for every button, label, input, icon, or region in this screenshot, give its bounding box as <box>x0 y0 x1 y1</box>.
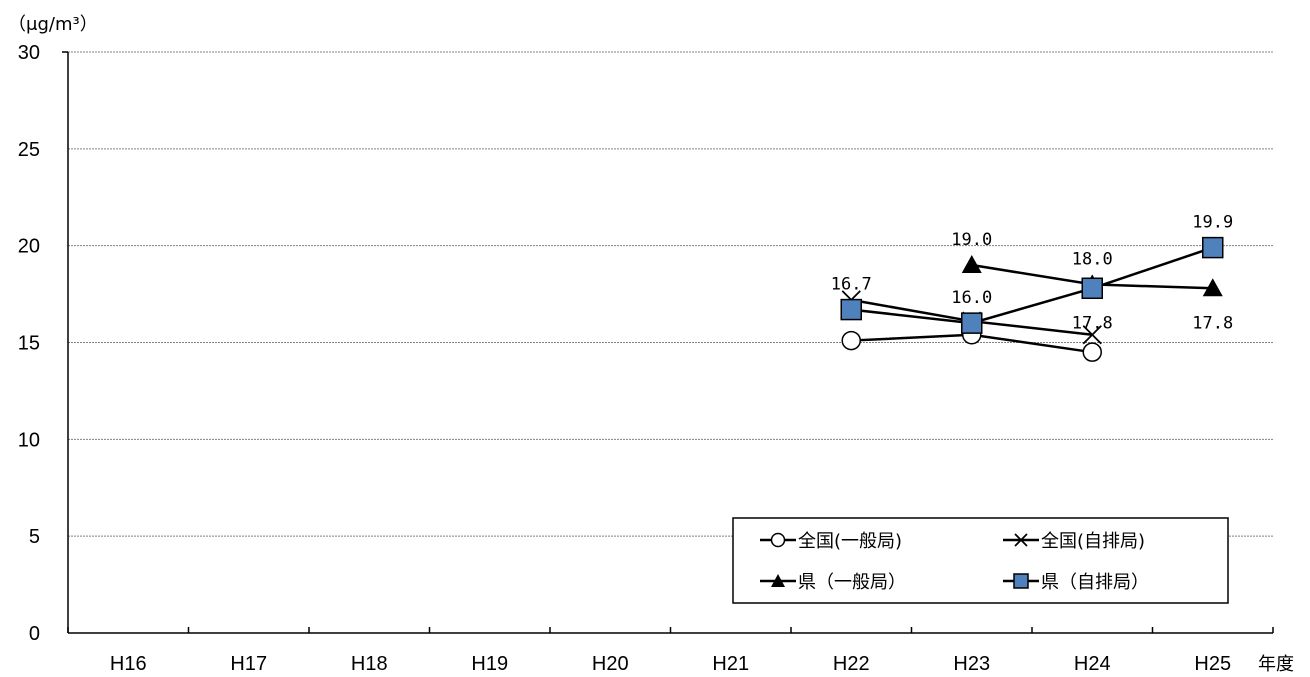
x-tick-label: H24 <box>1074 653 1111 675</box>
data-point <box>961 312 983 334</box>
legend-entry: 県（一般局） <box>760 572 906 593</box>
axes <box>62 51 1274 634</box>
data-point <box>961 255 982 274</box>
series-4 <box>840 236 1224 334</box>
y-tick-label: 25 <box>18 139 40 161</box>
y-tick-labels: 0 5 10 15 20 25 30 <box>18 42 40 645</box>
legend-marker <box>770 532 786 548</box>
legend-label: 県（一般局） <box>798 572 906 593</box>
series-line <box>851 246 1214 325</box>
y-tick-label: 10 <box>18 429 40 451</box>
x-tick-label: H16 <box>110 653 147 675</box>
legend-x-stroke <box>1014 533 1028 547</box>
data-point <box>1202 278 1223 297</box>
data-label: 19.9 <box>1192 213 1233 233</box>
data-point <box>840 298 862 321</box>
x-tick-label: H23 <box>953 653 990 675</box>
x-tick-label: H20 <box>592 653 629 675</box>
data-point <box>1081 277 1103 300</box>
legend-square-marker <box>1013 573 1029 589</box>
data-label: 17.8 <box>1072 313 1113 333</box>
data-label: 16.0 <box>951 288 992 308</box>
legend-triangle-marker <box>771 574 785 587</box>
x-tick-label: H18 <box>351 653 388 675</box>
data-point <box>1202 236 1224 259</box>
x-tick-label: H21 <box>712 653 749 675</box>
legend-entry: 全国(一般局) <box>760 531 902 552</box>
data-label: 16.7 <box>831 275 872 295</box>
x-tick-label: H22 <box>833 653 870 675</box>
y-axis-unit-label: （μg/m³） <box>8 14 98 35</box>
x-tick-labels: H16 H17 H18 H19 H20 H21 H22 H23 H24 H25 <box>110 653 1231 675</box>
data-label: 19.0 <box>951 230 992 250</box>
x-tick-label: H17 <box>230 653 267 675</box>
data-point <box>1082 325 1102 345</box>
legend-label: 県（自排局） <box>1041 572 1149 593</box>
y-tick-label: 20 <box>18 236 40 258</box>
y-tick-label: 30 <box>18 42 40 64</box>
data-label: 17.8 <box>1192 313 1233 333</box>
legend-entry: 県（自排局） <box>1003 572 1149 593</box>
y-tick-label: 0 <box>29 623 40 645</box>
data-point <box>1082 342 1102 362</box>
x-axis-unit-label: 年度 <box>1258 654 1294 675</box>
legend-circle-marker <box>770 532 786 548</box>
x-tick-label: H19 <box>471 653 508 675</box>
series-layer <box>840 236 1224 362</box>
legend-entry: 全国(自排局) <box>1003 531 1145 552</box>
legend-marker <box>1014 533 1028 547</box>
legend: 全国(一般局) 全国(自排局) 県（一般局） 県（自排局） <box>732 517 1229 604</box>
series-1 <box>841 325 1102 362</box>
y-tick-label: 5 <box>29 526 40 548</box>
x-marker-stroke <box>1082 325 1102 345</box>
data-point <box>841 330 861 351</box>
data-labels: 16.7 16.0 19.0 18.0 17.8 19.9 17.8 <box>831 213 1233 334</box>
legend-label: 全国(一般局) <box>798 531 902 552</box>
legend-marker <box>771 574 785 587</box>
legend-marker <box>1013 573 1029 589</box>
data-label: 18.0 <box>1072 249 1113 269</box>
x-tick-label: H25 <box>1194 653 1231 675</box>
legend-label: 全国(自排局) <box>1041 531 1145 552</box>
legend-box <box>732 517 1229 604</box>
y-tick-label: 15 <box>18 333 40 355</box>
